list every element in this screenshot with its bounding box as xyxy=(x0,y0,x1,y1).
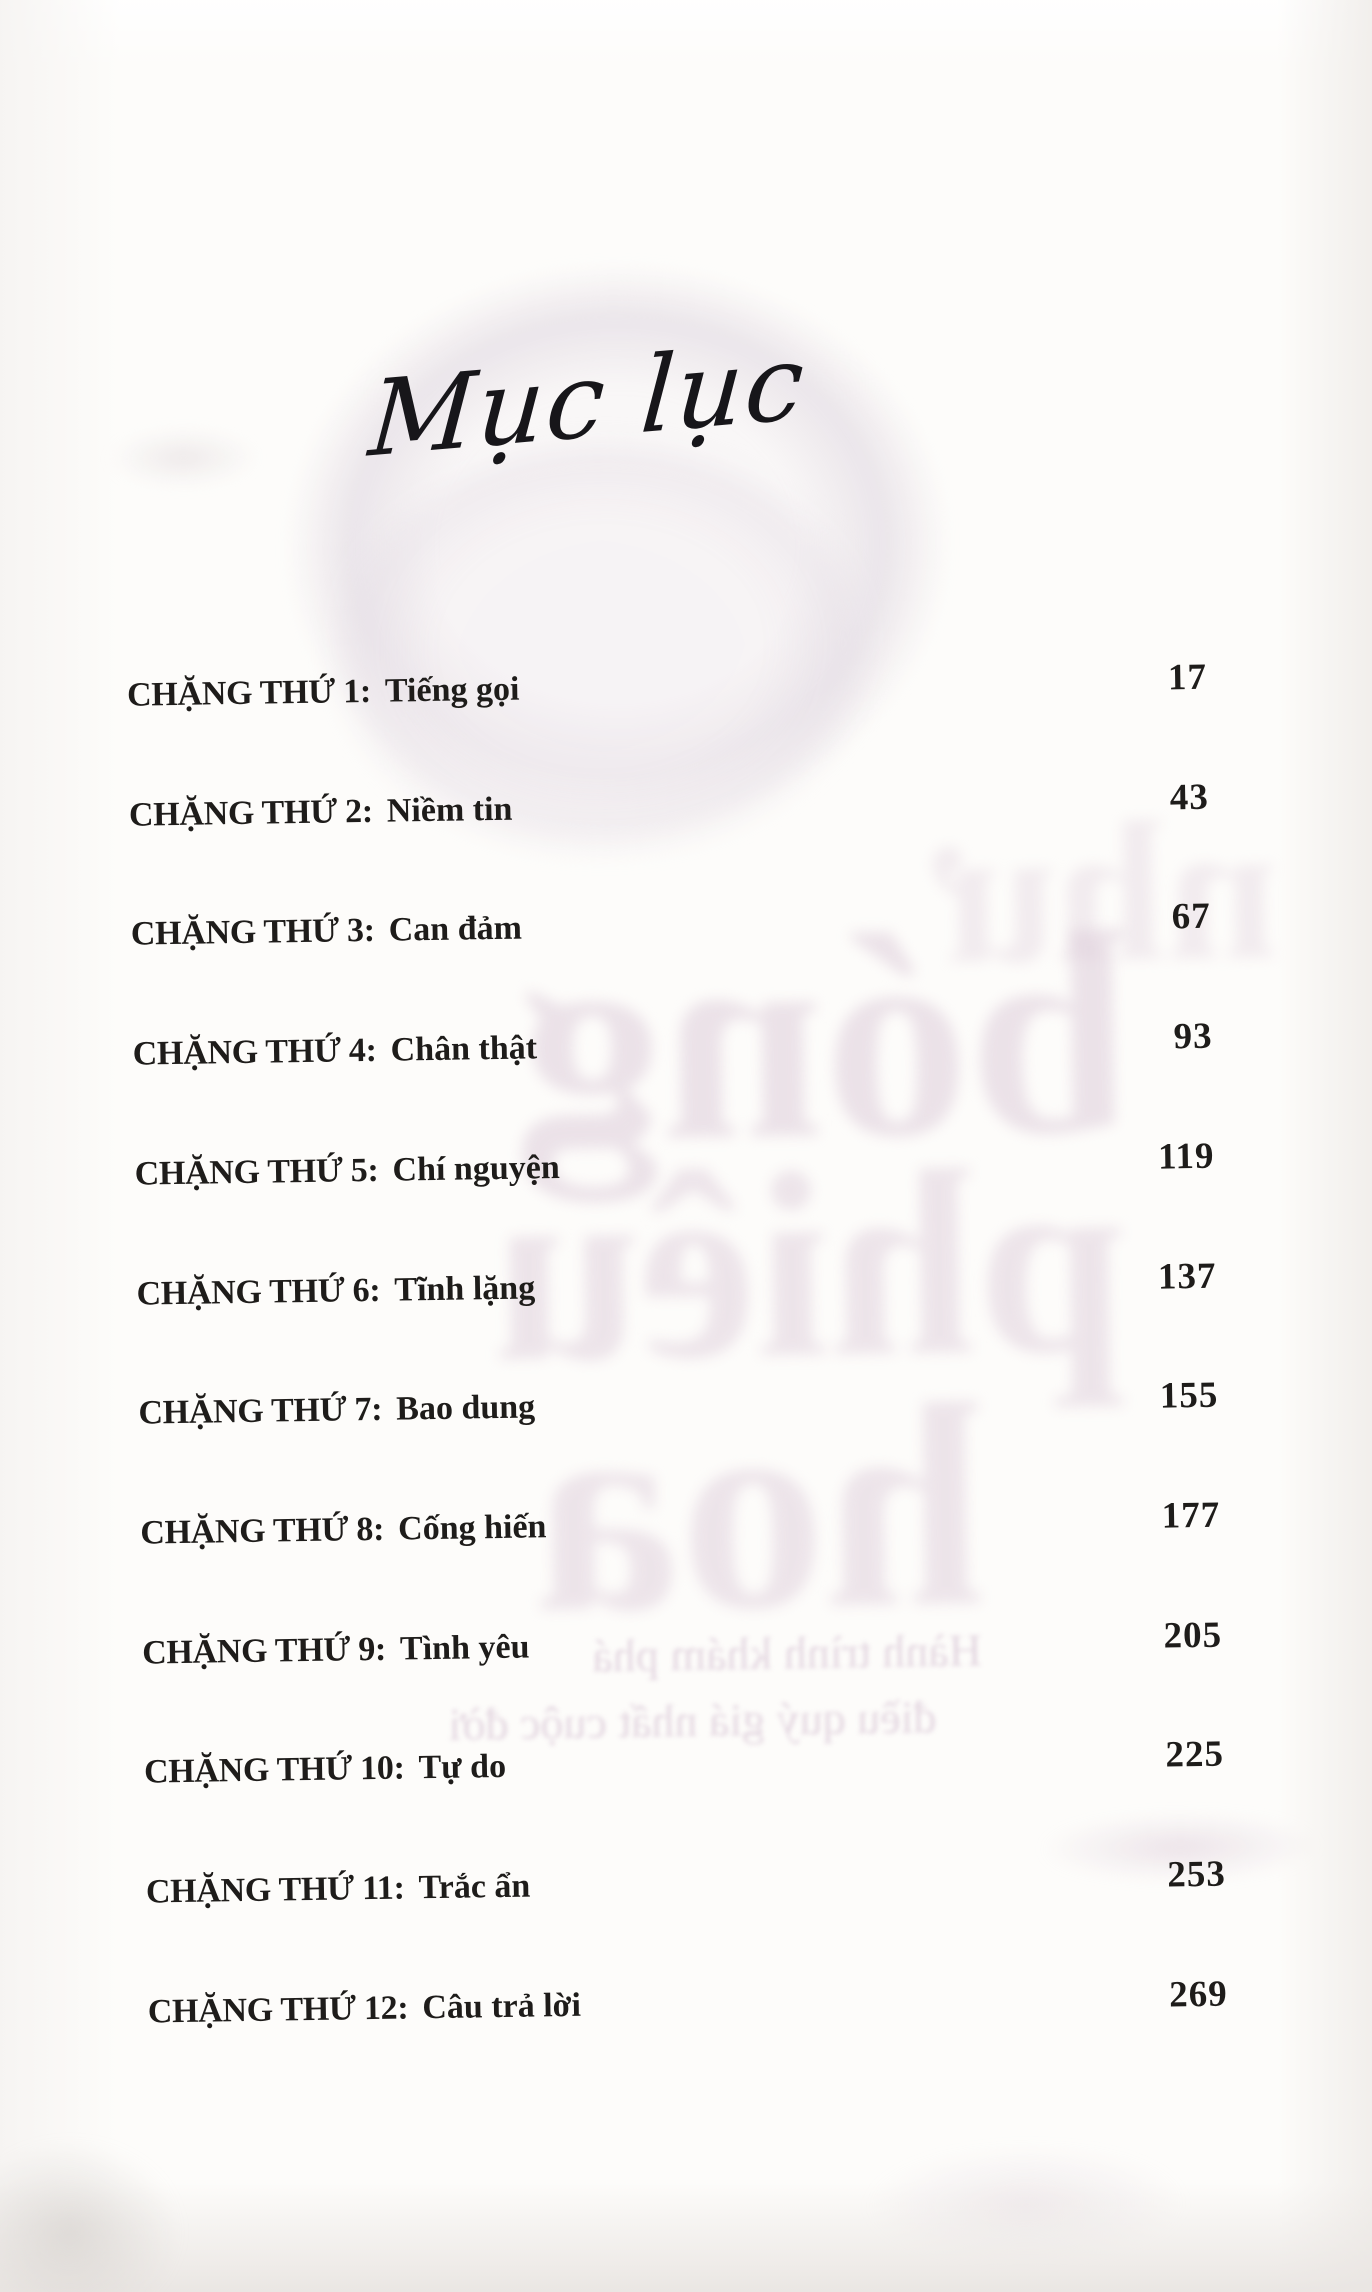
page-number: 43 xyxy=(1169,776,1210,819)
toc-entry-text: CHẶNG THỨ 6: Tĩnh lặng xyxy=(136,1269,535,1313)
chapter-label: CHẶNG THỨ 2: xyxy=(128,792,374,834)
page-number: 155 xyxy=(1159,1374,1219,1417)
chapter-title: Cống hiến xyxy=(397,1508,547,1548)
chapter-title: Bao dung xyxy=(395,1388,536,1428)
chapter-title: Tự do xyxy=(418,1747,507,1787)
chapter-label: CHẶNG THỨ 5: xyxy=(134,1151,379,1193)
page-number: 93 xyxy=(1173,1015,1213,1058)
chapter-label: CHẶNG THỨ 8: xyxy=(140,1510,385,1552)
page-number: 269 xyxy=(1168,1973,1228,2016)
show-through-smudge xyxy=(107,426,259,489)
chapter-title: Tiếng gọi xyxy=(384,670,520,710)
page-number: 225 xyxy=(1165,1733,1225,1776)
toc-entry-text: CHẶNG THỨ 7: Bao dung xyxy=(138,1388,535,1432)
page-number: 67 xyxy=(1171,895,1212,938)
chapter-title: Chân thật xyxy=(390,1029,538,1069)
chapter-title: Câu trả lời xyxy=(422,1986,582,2027)
toc-entry-text: CHẶNG THỨ 10: Tự do xyxy=(144,1748,507,1792)
page-number: 205 xyxy=(1163,1614,1223,1657)
page-number: 253 xyxy=(1166,1853,1227,1896)
toc-entry: CHẶNG THỨ 9: Tình yêu 205 xyxy=(142,1614,1223,1674)
toc-entry-text: CHẶNG THỨ 2: Niềm tin xyxy=(129,791,513,835)
chapter-label: CHẶNG THỨ 1: xyxy=(126,672,372,714)
toc-entry: CHẶNG THỨ 1: Tiếng gọi 17 xyxy=(127,656,1208,716)
toc-entry-text: CHẶNG THỨ 1: Tiếng gọi xyxy=(127,671,520,715)
chapter-title: Niềm tin xyxy=(386,790,513,830)
chapter-label: CHẶNG THỨ 10: xyxy=(143,1749,405,1791)
paper-corner-smudge xyxy=(0,2142,180,2292)
chapter-title: Tĩnh lặng xyxy=(394,1269,536,1309)
chapter-title: Tình yêu xyxy=(399,1628,530,1668)
toc-entry-text: CHẶNG THỨ 11: Trắc ẩn xyxy=(146,1868,531,1912)
page-number: 17 xyxy=(1167,656,1208,699)
chapter-label: CHẶNG THỨ 4: xyxy=(132,1031,377,1073)
toc-entry-text: CHẶNG THỨ 12: Câu trả lời xyxy=(148,1987,582,2032)
chapter-label: CHẶNG THỨ 3: xyxy=(130,911,376,953)
chapter-label: CHẶNG THỨ 11: xyxy=(145,1869,405,1911)
chapter-label: CHẶNG THỨ 7: xyxy=(138,1390,383,1432)
toc-entry-text: CHẶNG THỨ 9: Tình yêu xyxy=(142,1629,530,1673)
chapter-title: Chí nguyện xyxy=(392,1148,560,1189)
toc-entry-text: CHẶNG THỨ 5: Chí nguyện xyxy=(134,1149,560,1194)
toc-entry: CHẶNG THỨ 12: Câu trả lời 269 xyxy=(147,1973,1228,2033)
chapter-title: Trắc ẩn xyxy=(418,1867,531,1907)
toc-entry: CHẶNG THỨ 8: Cống hiến 177 xyxy=(140,1494,1221,1554)
toc-entry: CHẶNG THỨ 11: Trắc ẩn 253 xyxy=(146,1853,1227,1913)
chapter-title: Can đảm xyxy=(388,909,523,949)
toc-entry-text: CHẶNG THỨ 4: Chân thật xyxy=(132,1029,537,1073)
show-through-smudge xyxy=(865,2142,1187,2268)
chapter-label: CHẶNG THỨ 6: xyxy=(136,1271,381,1313)
toc-entry: CHẶNG THỨ 7: Bao dung 155 xyxy=(138,1374,1219,1434)
page-number: 119 xyxy=(1157,1135,1215,1178)
chapter-label: CHẶNG THỨ 12: xyxy=(147,1989,409,2031)
toc-entry-text: CHẶNG THỨ 8: Cống hiến xyxy=(140,1508,547,1552)
toc-entry: CHẶNG THỨ 10: Tự do 225 xyxy=(144,1733,1225,1793)
toc-entry-text: CHẶNG THỨ 3: Can đảm xyxy=(131,910,523,954)
page-number: 137 xyxy=(1157,1255,1217,1298)
chapter-label: CHẶNG THỨ 9: xyxy=(141,1630,387,1672)
page-number: 177 xyxy=(1161,1494,1221,1537)
